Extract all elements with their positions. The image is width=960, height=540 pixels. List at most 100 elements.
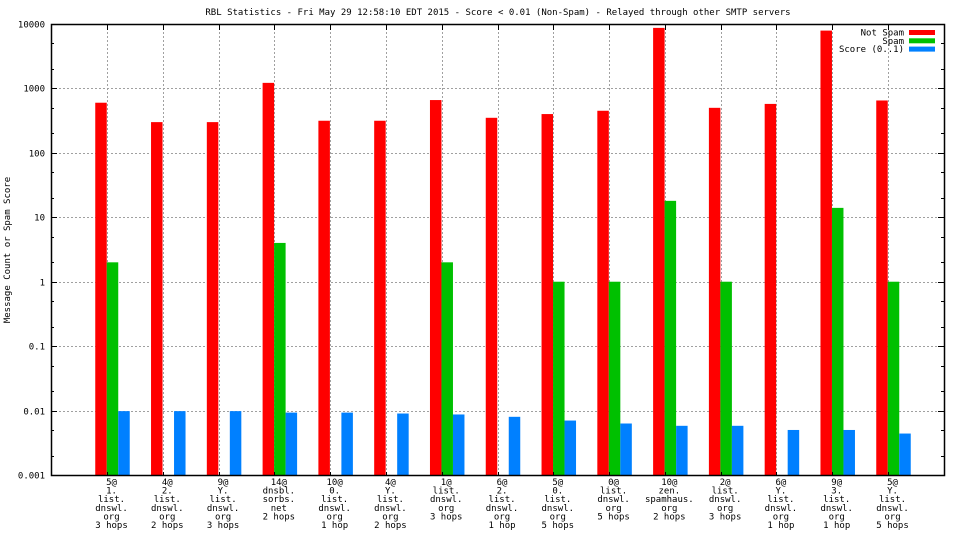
x-tick-label: net (271, 504, 287, 514)
y-tick-label: 1000 (23, 85, 45, 95)
bar-score-0-1 (676, 425, 688, 475)
bar-not-spam (206, 122, 219, 475)
x-tick-label: list. (433, 487, 460, 497)
x-tick-label: dnswl. (151, 504, 184, 514)
x-tick-label: 5@ (552, 478, 563, 488)
x-tick-label: dnswl. (318, 504, 351, 514)
x-tick-label: dnswl. (876, 504, 909, 514)
legend-swatch (909, 30, 935, 35)
x-tick-label: 9@ (831, 478, 842, 488)
x-tick-label: 2 hops (151, 521, 184, 531)
x-tick-label: 2@ (720, 478, 731, 488)
bar-spam (106, 262, 119, 475)
bar-score-0-1 (899, 433, 911, 475)
y-tick-label: 10000 (18, 21, 45, 31)
bar-score-0-1 (508, 416, 521, 475)
y-tick-label: 10 (34, 214, 45, 224)
x-tick-label: 2 hops (653, 512, 686, 522)
bar-not-spam (151, 122, 163, 475)
x-tick-label: 0@ (608, 478, 619, 488)
bar-score-0-1 (620, 423, 632, 475)
x-tick-label: 3. (831, 487, 842, 497)
x-tick-label: dnswl. (709, 495, 742, 505)
x-tick-label: org (159, 512, 175, 522)
x-tick-label: spamhaus. (645, 495, 694, 505)
x-tick-label: list. (544, 495, 571, 505)
x-tick-label: org (884, 512, 900, 522)
x-tick-label: 3 hops (95, 521, 128, 531)
x-tick-label: 1 hop (321, 521, 348, 531)
x-tick-label: list. (321, 495, 348, 505)
x-tick-label: list. (488, 495, 515, 505)
bar-spam (887, 281, 900, 475)
x-tick-label: zen. (659, 487, 681, 497)
y-axis-label: Message Count or Spam Score (3, 177, 13, 323)
bar-score-0-1 (787, 429, 800, 475)
bar-score-0-1 (285, 412, 298, 475)
bar-spam (831, 207, 844, 475)
x-tick-label: list. (154, 495, 181, 505)
x-tick-label: list. (823, 495, 850, 505)
y-tick-label: 0.1 (29, 343, 45, 353)
bar-not-spam (318, 120, 330, 475)
x-tick-label: org (103, 512, 119, 522)
bar-spam (441, 262, 453, 475)
x-tick-label: 14@ (271, 478, 288, 488)
x-tick-label: 2. (162, 487, 173, 497)
bar-not-spam (485, 117, 498, 475)
x-tick-label: dnswl. (542, 504, 575, 514)
x-tick-label: org (550, 512, 566, 522)
x-tick-label: 0. (552, 487, 563, 497)
x-tick-label: list. (712, 487, 739, 497)
x-tick-label: 5@ (887, 478, 898, 488)
x-tick-label: 10@ (661, 478, 678, 488)
bar-score-0-1 (397, 413, 409, 475)
x-tick-label: Y. (218, 487, 229, 497)
bar-not-spam (374, 120, 386, 475)
x-tick-label: dnswl. (207, 504, 240, 514)
x-tick-label: org (382, 512, 398, 522)
x-tick-label: list. (879, 495, 906, 505)
x-tick-label: 0. (329, 487, 340, 497)
x-tick-label: 2 hops (263, 512, 296, 522)
x-tick-label: list. (767, 495, 794, 505)
legend-label: Score (0..1) (839, 45, 904, 55)
x-tick-label: 1 hop (767, 521, 794, 531)
x-tick-label: 10@ (327, 478, 344, 488)
x-tick-label: 1 hop (823, 521, 850, 531)
x-tick-label: 6@ (497, 478, 508, 488)
y-tick-label: 100 (29, 150, 45, 160)
x-tick-label: dnswl. (820, 504, 853, 514)
bar-not-spam (262, 82, 275, 475)
x-tick-label: org (717, 504, 733, 514)
bar-spam (720, 281, 732, 475)
x-tick-label: 1 hop (488, 521, 515, 531)
x-tick-label: 1. (106, 487, 117, 497)
x-tick-label: 5 hops (542, 521, 575, 531)
x-tick-label: dnswl. (95, 504, 128, 514)
bar-not-spam (95, 102, 107, 475)
x-tick-label: org (438, 504, 454, 514)
x-tick-label: 5 hops (876, 521, 909, 531)
bar-not-spam (876, 100, 888, 475)
x-tick-label: org (661, 504, 677, 514)
x-tick-label: 5 hops (597, 512, 630, 522)
x-tick-label: list. (210, 495, 237, 505)
bar-not-spam (708, 107, 721, 476)
bar-spam (608, 281, 621, 475)
bar-not-spam (597, 110, 609, 475)
bar-score-0-1 (452, 414, 465, 475)
x-tick-label: list. (377, 495, 404, 505)
bar-spam (553, 281, 565, 475)
legend-label: Not Spam (861, 29, 904, 39)
x-tick-label: Y. (887, 487, 898, 497)
x-tick-label: Y. (385, 487, 396, 497)
x-tick-label: dnswl. (486, 504, 519, 514)
x-tick-label: 5@ (106, 478, 117, 488)
y-tick-label: 1 (40, 279, 45, 289)
x-tick-label: 1@ (441, 478, 452, 488)
x-tick-label: org (605, 504, 621, 514)
